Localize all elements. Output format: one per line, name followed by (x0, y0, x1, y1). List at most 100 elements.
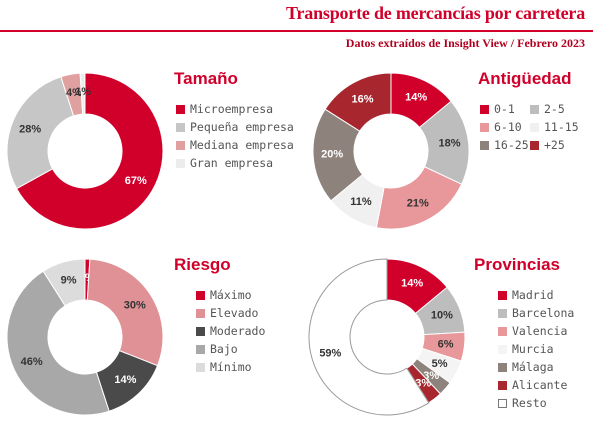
chart-title-riesgo: Riesgo (174, 255, 231, 274)
legend-label: Moderado (210, 324, 266, 338)
legend-swatch (498, 290, 507, 300)
legend-item-pequena-empresa: Pequeña empresa (176, 118, 294, 136)
slice-pequena-empresa (6, 76, 75, 190)
legend-label: Málaga (512, 360, 554, 374)
legend-swatch (498, 308, 507, 318)
slice-label-madrid: 14% (401, 278, 423, 290)
donut-antiguedad: 14% 18% 21% 11% 20% 16% (312, 72, 470, 230)
legend-label: Alicante (512, 378, 568, 392)
slice-microempresa (15, 72, 164, 230)
slice-bajo (6, 270, 110, 416)
slice-label-6-10: 21% (407, 198, 429, 210)
legend-swatch (196, 308, 205, 318)
legend-swatch (498, 398, 507, 408)
legend-item-16-25: 16-25 (480, 136, 530, 154)
legend-item-valencia: Valencia (498, 322, 574, 340)
chart-title-antiguedad: Antigüedad (478, 69, 572, 88)
legend-label: Máximo (210, 288, 252, 302)
legend-label: Mediana empresa (190, 138, 294, 152)
slice-label-bajo: 46% (21, 356, 43, 368)
legend-swatch (196, 290, 205, 300)
legend-swatch (176, 122, 185, 132)
slice-resto (308, 258, 430, 416)
title-divider (0, 30, 593, 32)
legend-label: 16-25 (494, 138, 529, 152)
legend-swatch (530, 104, 539, 114)
legend-item-6-10: 6-10 (480, 118, 530, 136)
legend-swatch (176, 158, 185, 168)
slice-label-moderado: 14% (114, 374, 136, 386)
legend-swatch (480, 104, 489, 114)
legend-label: Gran empresa (190, 156, 274, 170)
legend-item-mediana-empresa: Mediana empresa (176, 136, 294, 154)
legend-swatch (196, 362, 205, 372)
legend-swatch (530, 140, 539, 150)
page-subtitle: Datos extraídos de Insight View / Febrer… (345, 36, 585, 50)
slice-label-mediana-empresa: 4% (66, 87, 82, 99)
legend-label: Pequeña empresa (190, 120, 294, 134)
legend-item-bajo: Bajo (196, 340, 265, 358)
legend-item-microempresa: Microempresa (176, 100, 294, 118)
legend-label: 6-10 (494, 120, 522, 134)
slice-label-minimo: 9% (61, 274, 77, 286)
legend-label: Madrid (512, 288, 554, 302)
legend-label: Murcia (512, 342, 554, 356)
legend-label: Bajo (210, 342, 238, 356)
legend-label: 0-1 (494, 102, 515, 116)
legend-swatch (480, 122, 489, 132)
slice-label-gran-empresa: 1% (75, 86, 91, 98)
legend-item-gran-empresa: Gran empresa (176, 154, 294, 172)
legend-label: Resto (512, 396, 547, 410)
legend-swatch (196, 326, 205, 336)
legend-item-malaga: Málaga (498, 358, 574, 376)
legend-item-maximo: Máximo (196, 286, 265, 304)
legend-item-resto: Resto (498, 394, 574, 412)
legend-swatch (530, 122, 539, 132)
legend-label: 2-5 (544, 102, 565, 116)
legend-label: +25 (544, 138, 565, 152)
legend-item-elevado: Elevado (196, 304, 265, 322)
legend-label: Microempresa (190, 102, 274, 116)
legend-swatch (176, 104, 185, 114)
slice-label-resto: 59% (319, 347, 341, 359)
legend-label: Elevado (210, 306, 259, 320)
slice-label-microempresa: 67% (125, 175, 147, 187)
slice-minimo (42, 258, 86, 307)
legend-item-moderado: Moderado (196, 322, 265, 340)
chart-title-provincias: Provincias (474, 255, 560, 274)
slice-25 (324, 72, 392, 132)
legend-item-0-1: 0-1 (480, 100, 530, 118)
legend-antiguedad: 0-1 2-5 6-10 11-15 16-25 +25 (480, 100, 580, 154)
legend-item-madrid: Madrid (498, 286, 574, 304)
legend-provincias: Madrid Barcelona Valencia Murcia Málaga Alica… (498, 286, 574, 412)
slice-label-malaga: 3% (423, 370, 439, 382)
donut-tamano: 67% 28% 4%1% (6, 72, 164, 230)
slice-label-11-15: 11% (350, 196, 372, 208)
legend-item-minimo: Mínimo (196, 358, 265, 376)
legend-swatch (176, 140, 185, 150)
legend-item-barcelona: Barcelona (498, 304, 574, 322)
legend-label: Valencia (512, 324, 568, 338)
slice-label-murcia: 5% (432, 358, 448, 370)
legend-item-alicante: Alicante (498, 376, 574, 394)
slice-label-valencia: 6% (438, 338, 454, 350)
legend-swatch (498, 344, 507, 354)
legend-item-11-15: 11-15 (530, 118, 580, 136)
legend-label: 11-15 (544, 120, 579, 134)
legend-tamano: Microempresa Pequeña empresa Mediana empre… (176, 100, 294, 172)
legend-item-25: +25 (530, 136, 580, 154)
legend-swatch (196, 344, 205, 354)
slice-elevado (86, 258, 164, 367)
donut-provincias: 14% 10% 6% 5%3%3% 59% (308, 258, 466, 416)
chart-title-tamano: Tamaño (174, 69, 238, 88)
legend-swatch (498, 326, 507, 336)
legend-riesgo: Máximo Elevado Moderado Bajo Mínimo (196, 286, 265, 376)
legend-item-murcia: Murcia (498, 340, 574, 358)
slice-label-barcelona: 10% (431, 309, 453, 321)
legend-item-2-5: 2-5 (530, 100, 580, 118)
donut-riesgo: 1%30%14%46%9% (6, 258, 164, 416)
slice-label-25: 16% (352, 93, 374, 105)
legend-swatch (498, 380, 507, 390)
legend-swatch (498, 362, 507, 372)
slice-label-2-5: 18% (439, 138, 461, 150)
